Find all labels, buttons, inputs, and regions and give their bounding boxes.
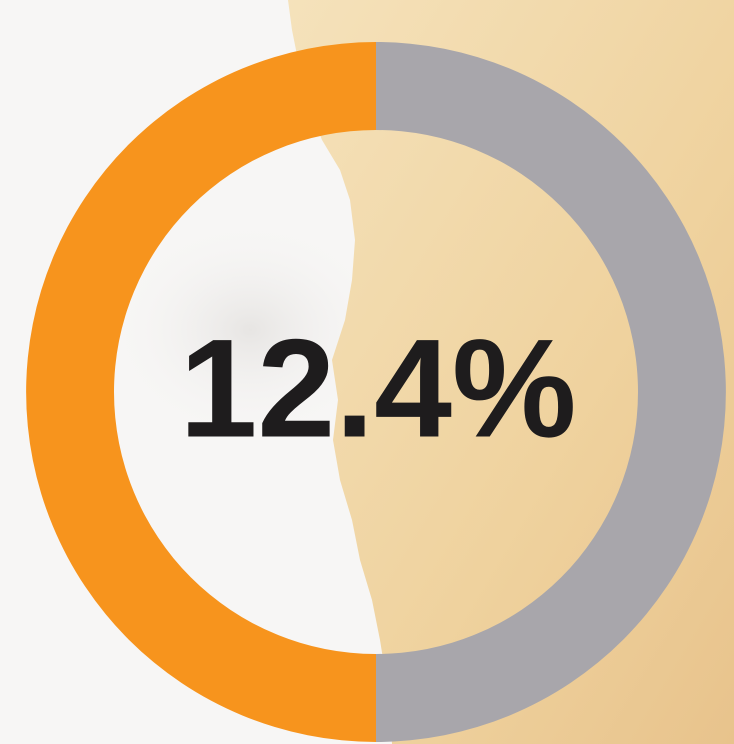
donut-segment bbox=[26, 42, 376, 742]
donut bbox=[26, 42, 726, 742]
background-texture bbox=[110, 220, 390, 440]
donut-segment bbox=[376, 42, 726, 742]
center-label: 12.4% bbox=[180, 310, 577, 467]
